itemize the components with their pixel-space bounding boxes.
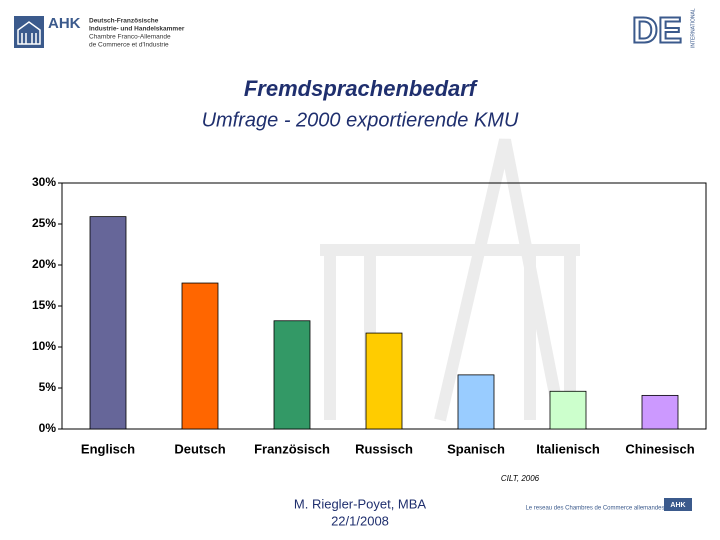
x-tick-label: Deutsch xyxy=(174,441,225,456)
logo-line: de Commerce et d'Industrie xyxy=(89,42,169,49)
bar xyxy=(549,390,587,430)
source: CILT, 2006 xyxy=(501,474,540,483)
logo-line: Deutsch-Französische xyxy=(89,18,159,25)
bar xyxy=(181,282,219,430)
logo-line: Chambre Franco-Allemande xyxy=(89,34,171,41)
bar xyxy=(89,216,127,430)
y-tick-label: 15% xyxy=(32,298,56,312)
logo-gate xyxy=(17,21,41,45)
watermark xyxy=(320,138,580,422)
y-tick-label: 10% xyxy=(32,339,56,353)
y-tick-label: 25% xyxy=(32,216,56,230)
y-tick-label: 5% xyxy=(39,380,57,394)
x-tick-label: Französisch xyxy=(254,441,330,456)
x-tick-label: Spanisch xyxy=(447,441,505,456)
x-tick-label: Russisch xyxy=(355,441,413,456)
footer-network: Le reseau des Chambres de Commerce allem… xyxy=(525,506,664,512)
bar xyxy=(641,394,679,430)
footer-mark: AHK xyxy=(670,502,685,509)
x-tick-label: Chinesisch xyxy=(625,441,694,456)
y-tick-label: 0% xyxy=(39,421,57,435)
de-logo: DE INTERNATIONAL xyxy=(631,8,696,51)
ahk-logo: AHK Deutsch-Französische Industrie- und … xyxy=(14,15,185,49)
y-tick-label: 30% xyxy=(32,175,56,189)
footer-mark-box xyxy=(664,498,692,511)
footer-author: M. Riegler-Poyet, MBA xyxy=(294,496,427,511)
footer-date: 22/1/2008 xyxy=(331,513,389,528)
bar xyxy=(365,332,403,430)
y-tick-label: 20% xyxy=(32,257,56,271)
x-tick-label: Italienisch xyxy=(536,441,600,456)
bar xyxy=(457,374,495,430)
chart-title: Fremdsprachenbedarf xyxy=(244,76,479,101)
x-tick-label: Englisch xyxy=(81,441,135,456)
logo-mark: AHK xyxy=(48,15,81,32)
chart-subtitle: Umfrage - 2000 exportierende KMU xyxy=(202,109,519,131)
logo-mark: DE xyxy=(632,10,682,51)
logo-side: INTERNATIONAL xyxy=(690,8,696,48)
logo-line: Industrie- und Handelskammer xyxy=(89,26,185,33)
bar xyxy=(273,320,311,430)
